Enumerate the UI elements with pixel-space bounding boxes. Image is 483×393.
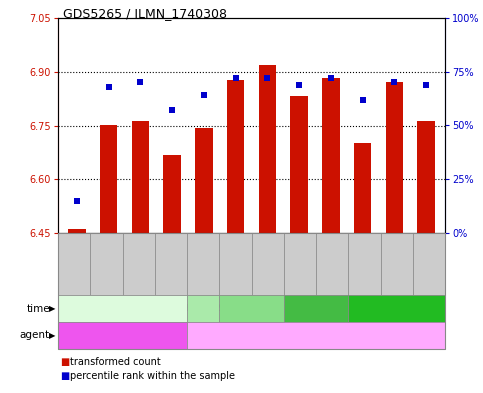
Point	[169, 107, 176, 114]
Text: transformed count: transformed count	[70, 357, 161, 367]
Point	[137, 79, 144, 86]
Bar	[258, 65, 276, 233]
Text: mycophenolic acid: mycophenolic acid	[273, 331, 358, 340]
Bar	[290, 96, 308, 233]
Text: untreated control: untreated control	[83, 331, 162, 340]
Point	[264, 75, 271, 81]
Bar	[385, 82, 403, 233]
Point	[200, 92, 208, 99]
Text: hour 72: hour 72	[379, 304, 414, 313]
Text: GSM1133722: GSM1133722	[71, 243, 77, 285]
Text: GSM1133728: GSM1133728	[265, 243, 270, 285]
Text: GDS5265 / ILMN_1740308: GDS5265 / ILMN_1740308	[63, 7, 227, 20]
Text: percentile rank within the sample: percentile rank within the sample	[70, 371, 235, 381]
Text: GSM1133733: GSM1133733	[426, 243, 431, 285]
Text: GSM1133727: GSM1133727	[233, 243, 238, 285]
Bar	[163, 155, 181, 233]
Text: GSM1133724: GSM1133724	[136, 243, 141, 285]
Text: hour 0: hour 0	[108, 304, 137, 313]
Point	[390, 79, 398, 86]
Point	[105, 84, 113, 90]
Point	[232, 75, 240, 81]
Bar	[132, 121, 149, 233]
Bar	[195, 129, 213, 233]
Point	[327, 75, 335, 81]
Bar	[354, 143, 371, 233]
Bar	[227, 80, 244, 233]
Text: ▶: ▶	[48, 331, 55, 340]
Point	[73, 198, 81, 204]
Bar	[100, 125, 117, 233]
Text: hour 48: hour 48	[298, 304, 333, 313]
Text: hour 24: hour 24	[234, 304, 269, 313]
Text: agent: agent	[20, 331, 50, 340]
Point	[359, 97, 367, 103]
Text: ▶: ▶	[48, 304, 55, 313]
Text: GSM1133732: GSM1133732	[394, 243, 399, 285]
Point	[422, 81, 430, 88]
Point	[295, 81, 303, 88]
Bar	[417, 121, 435, 233]
Text: time: time	[27, 303, 50, 314]
Text: GSM1133723: GSM1133723	[104, 243, 109, 285]
Text: GSM1133730: GSM1133730	[329, 243, 335, 285]
Bar	[322, 78, 340, 233]
Text: GSM1133731: GSM1133731	[362, 243, 367, 285]
Text: hour 12: hour 12	[185, 304, 221, 313]
Bar	[68, 229, 86, 233]
Text: GSM1133725: GSM1133725	[169, 243, 173, 285]
Text: GSM1133726: GSM1133726	[200, 243, 206, 285]
Text: ■: ■	[60, 357, 70, 367]
Text: ■: ■	[60, 371, 70, 381]
Text: GSM1133729: GSM1133729	[298, 243, 302, 285]
